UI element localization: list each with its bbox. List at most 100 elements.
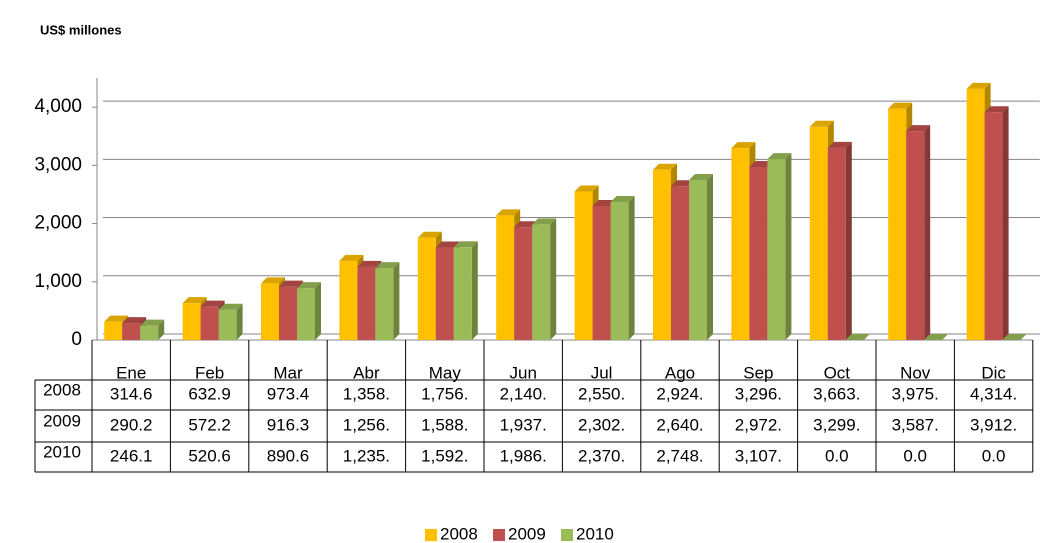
bar	[104, 321, 123, 340]
bar-top	[339, 254, 364, 261]
y-tick-label: 3,000	[34, 154, 82, 175]
bar-top	[200, 300, 225, 307]
bar	[496, 215, 515, 340]
x-tick-label: Ene	[116, 363, 146, 382]
table-cell: 1,588.	[421, 415, 468, 434]
bar	[749, 166, 768, 340]
bar	[200, 306, 219, 340]
bar-top	[827, 141, 852, 148]
bar	[297, 288, 315, 340]
bar	[279, 286, 297, 340]
table-cell: 4,314.	[970, 384, 1017, 403]
table-cell: 2,370.	[578, 446, 625, 465]
bar-top	[279, 280, 303, 287]
bar	[417, 237, 436, 340]
legend-swatch	[493, 529, 505, 541]
y-tick-label: 1,000	[34, 271, 82, 292]
bar-side	[785, 153, 792, 340]
bar-side	[158, 319, 165, 340]
bar-top	[532, 218, 557, 225]
bar-top	[845, 334, 870, 340]
y-tick-label: 2,000	[34, 213, 82, 234]
table-cell: 890.6	[267, 446, 310, 465]
table-cell: 572.2	[188, 415, 231, 434]
chart-title: US$ millones	[40, 22, 122, 37]
bar-top	[218, 303, 243, 310]
bar	[182, 303, 201, 340]
table-cell: 1,937.	[500, 415, 547, 434]
bar-side	[628, 196, 635, 340]
bar-top	[574, 185, 599, 192]
bar-top	[1002, 334, 1027, 340]
bar-top	[906, 125, 931, 132]
bar	[339, 260, 358, 340]
x-tick-label: Ago	[665, 363, 695, 382]
bar-top	[417, 231, 442, 238]
bar	[689, 180, 707, 340]
x-tick-label: Jul	[591, 363, 613, 382]
bar	[592, 205, 611, 340]
table-cell: 1,256.	[343, 415, 390, 434]
table-cell: 2,550.	[578, 384, 625, 403]
bar	[610, 202, 629, 340]
x-tick-label: Abr	[353, 363, 380, 382]
bar-top	[104, 315, 129, 322]
bar	[574, 191, 593, 340]
bar-side	[707, 174, 713, 340]
table-cell: 2,748.	[656, 446, 703, 465]
table-cell: 3,107.	[735, 446, 782, 465]
table-cell: 2,640.	[656, 415, 703, 434]
table-row-label: 2008	[43, 380, 81, 399]
table-cell: 290.2	[110, 415, 153, 434]
table-cell: 3,299.	[813, 415, 860, 434]
bar	[653, 169, 671, 340]
bar	[453, 247, 472, 340]
table-cell: 0.0	[982, 446, 1006, 465]
table-cell: 973.4	[267, 384, 310, 403]
bar-top	[689, 174, 713, 181]
bar-top	[375, 262, 400, 269]
bar-side	[845, 141, 852, 340]
table-cell: 1,592.	[421, 446, 468, 465]
bar-top	[297, 282, 321, 289]
bar-top	[653, 163, 677, 170]
x-tick-label: Jun	[509, 363, 536, 382]
bar-side	[315, 282, 321, 340]
bar	[357, 266, 376, 340]
bar-side	[1002, 106, 1009, 340]
table-cell: 916.3	[267, 415, 310, 434]
bar-top	[731, 142, 756, 149]
bar	[435, 247, 454, 340]
bar-side	[236, 303, 243, 340]
table-row-label: 2009	[43, 411, 81, 430]
bar	[827, 147, 846, 340]
table-cell: 2,972.	[735, 415, 782, 434]
x-tick-label: Nov	[900, 363, 931, 382]
table-cell: 1,756.	[421, 384, 468, 403]
bar-side	[393, 262, 400, 340]
bar-top	[924, 334, 949, 340]
legend-label: 2008	[440, 524, 478, 543]
table-cell: 1,986.	[500, 446, 547, 465]
bar	[731, 148, 750, 340]
bar-side	[471, 241, 478, 340]
bar	[122, 323, 141, 340]
bar	[809, 126, 828, 341]
bar	[671, 186, 689, 340]
bar-top	[496, 209, 521, 216]
bar-top	[966, 82, 991, 89]
bar-top	[984, 106, 1009, 113]
bar	[375, 268, 394, 340]
x-tick-label: Sep	[743, 363, 773, 382]
bar-side	[924, 125, 931, 340]
bar-top	[767, 153, 792, 160]
x-tick-label: Mar	[273, 363, 303, 382]
bar-top	[182, 297, 207, 304]
table-cell: 520.6	[188, 446, 231, 465]
bar	[261, 283, 279, 340]
table-cell: 0.0	[825, 446, 849, 465]
table-cell: 0.0	[903, 446, 927, 465]
legend-label: 2009	[508, 524, 546, 543]
bar-top	[140, 319, 165, 326]
